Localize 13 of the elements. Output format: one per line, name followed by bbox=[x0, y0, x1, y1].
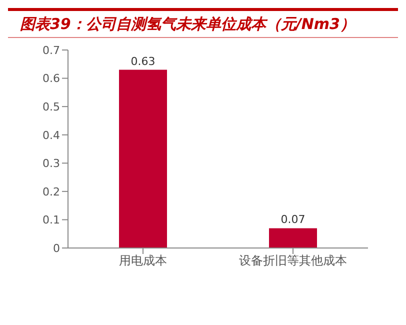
x-tick-label: 用电成本 bbox=[119, 254, 167, 268]
y-tick-label: 0.6 bbox=[42, 72, 60, 86]
y-tick-label: 0.2 bbox=[42, 185, 60, 198]
data-label: 0.63 bbox=[130, 54, 156, 68]
x-tick-label: 设备折旧等其他成本 bbox=[239, 254, 347, 268]
y-tick-label: 0 bbox=[53, 242, 60, 255]
y-tick-label: 0.4 bbox=[42, 128, 60, 142]
y-tick-label: 0.5 bbox=[42, 100, 60, 114]
y-tick-label: 0.1 bbox=[42, 214, 60, 227]
data-label: 0.07 bbox=[280, 213, 306, 226]
y-tick-label: 0.3 bbox=[42, 157, 60, 170]
chart-title: 图表39：公司自测氢气未来单位成本（元/Nm3） bbox=[19, 14, 356, 35]
y-tick-label: 0.7 bbox=[42, 44, 60, 57]
